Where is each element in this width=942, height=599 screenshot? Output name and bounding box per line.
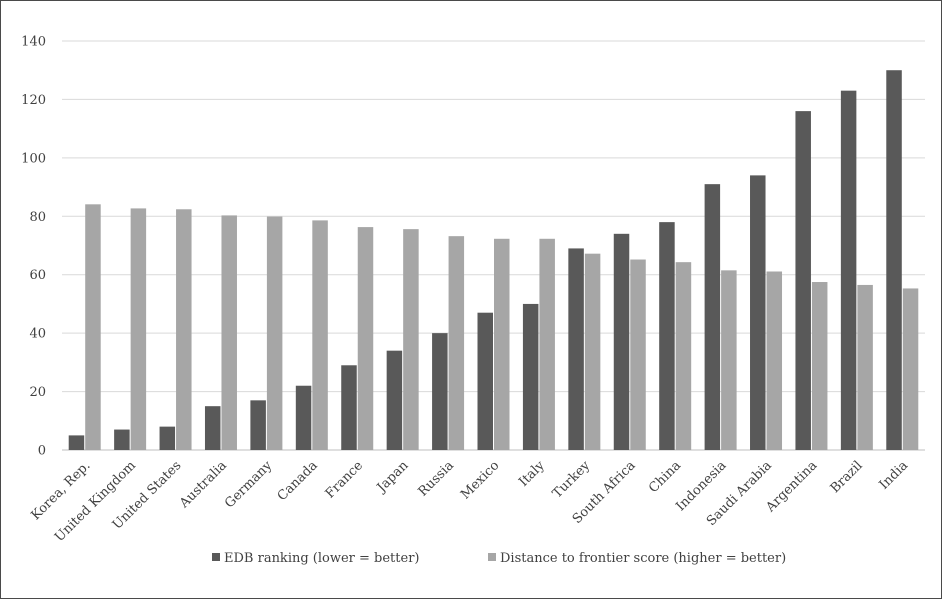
x-tick-label: India [877,458,912,493]
bar-distance-to-frontier [312,220,328,450]
bar-edb-ranking [840,90,857,451]
bar-edb-ranking [432,333,448,450]
bar-distance-to-frontier [357,227,374,450]
bar-distance-to-frontier [130,208,147,450]
bar-distance-to-frontier [857,284,873,450]
bar-distance-to-frontier [539,238,555,450]
legend-swatch-distance-to-frontier [488,553,496,561]
bar-edb-ranking [568,248,584,450]
bar-distance-to-frontier [176,209,192,450]
bar-edb-ranking [250,400,266,450]
bar-edb-ranking [295,385,312,450]
x-tick-label: Australia [176,458,230,512]
y-tick-label: 120 [21,93,46,108]
bar-distance-to-frontier [85,204,101,450]
bar-edb-ranking [114,429,130,450]
bar-distance-to-frontier [584,253,601,450]
bar-distance-to-frontier [403,229,419,450]
y-tick-label: 80 [29,210,46,225]
bar-distance-to-frontier [494,238,510,450]
y-tick-label: 60 [29,268,46,283]
x-tick-label: Turkey [550,458,594,502]
x-tick-label: Germany [222,458,276,512]
x-tick-label: Russia [416,458,457,499]
bar-edb-ranking [522,303,539,450]
bar-distance-to-frontier [630,259,646,450]
bar-edb-ranking [477,312,493,450]
bar-edb-ranking [659,222,675,450]
legend-swatch-edb-ranking [212,553,220,561]
bar-edb-ranking [750,175,766,450]
bar-distance-to-frontier [811,282,828,450]
y-tick-label: 0 [38,444,46,459]
y-tick-label: 20 [29,385,46,400]
y-tick-label: 100 [21,151,46,166]
y-axis-ticks: 0 20 40 60 80 100 120 140 [21,35,46,459]
bar-distance-to-frontier [448,236,465,450]
x-tick-label: Brazil [828,458,866,496]
y-tick-label: 140 [21,35,46,50]
legend: EDB ranking (lower = better) Distance to… [212,551,786,566]
x-tick-label: Japan [373,458,412,497]
bar-edb-ranking [704,184,721,450]
bar-edb-ranking [613,233,630,450]
bar-edb-ranking [204,406,221,450]
x-tick-label: Mexico [458,458,502,502]
bar-distance-to-frontier [221,215,237,450]
x-tick-label: United Kingdom [52,458,139,545]
bar-distance-to-frontier [266,216,283,450]
legend-label-distance-to-frontier: Distance to frontier score (higher = bet… [500,551,786,566]
bars [68,70,919,451]
legend-label-edb-ranking: EDB ranking (lower = better) [224,551,420,566]
bar-edb-ranking [886,70,902,450]
bar-edb-ranking [386,350,403,450]
bar-edb-ranking [68,435,85,450]
x-tick-label: Canada [275,458,321,504]
bar-edb-ranking [159,426,176,450]
bar-edb-ranking [341,365,357,450]
bar-edb-ranking [795,111,811,450]
x-tick-label: France [323,458,367,502]
bar-distance-to-frontier [902,288,919,450]
x-tick-label: Italy [516,458,548,490]
bar-distance-to-frontier [766,271,783,450]
bar-distance-to-frontier [675,262,692,450]
x-tick-label: China [646,458,684,496]
bar-distance-to-frontier [721,270,737,450]
y-tick-label: 40 [29,327,46,342]
